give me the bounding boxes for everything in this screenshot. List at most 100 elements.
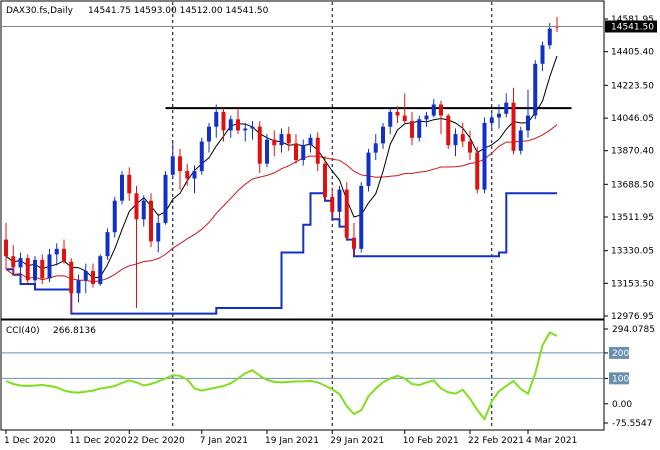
candle: [4, 222, 8, 270]
candle-body: [250, 126, 255, 129]
cci-level-tag: [609, 372, 629, 385]
candle-body: [526, 115, 530, 131]
candle-body: [489, 117, 494, 123]
candle: [228, 115, 233, 138]
candle: [91, 263, 95, 288]
candle-body: [40, 259, 45, 279]
cci-panel: [0, 319, 605, 431]
candle-body: [185, 171, 190, 179]
candle: [446, 113, 451, 149]
candle: [112, 197, 117, 238]
candle-body: [112, 200, 117, 233]
candle-body: [11, 256, 16, 268]
candle: [294, 134, 298, 164]
candle-body: [373, 143, 378, 153]
candle-body: [381, 126, 385, 144]
cci-tick-label: 200: [612, 349, 629, 359]
candle-body: [330, 197, 335, 212]
candle-body: [69, 261, 74, 294]
candle: [533, 60, 538, 120]
time-axis: 1 Dec 2020 11 Dec 2020 22 Dec 2020 7 Jan 20…: [4, 430, 577, 446]
candle: [141, 195, 146, 227]
candle-body: [468, 141, 472, 153]
candle: [156, 213, 161, 253]
candle-body: [272, 139, 277, 146]
candle-body: [257, 126, 262, 164]
candle-body: [207, 126, 211, 142]
candle-body: [352, 237, 356, 249]
price-tick-label: 13870.40: [611, 147, 654, 157]
candle: [547, 23, 552, 49]
candle-body: [149, 200, 153, 242]
candlesticks: [4, 16, 559, 314]
candle: [250, 121, 255, 140]
candle: [185, 163, 190, 186]
candle: [33, 256, 37, 290]
candle-body: [359, 185, 364, 249]
candle: [25, 254, 30, 284]
candle-body: [439, 104, 443, 116]
candle-body: [83, 271, 88, 281]
candle-body: [98, 256, 103, 284]
candle: [214, 104, 219, 138]
candle-body: [453, 134, 458, 146]
candle: [243, 122, 248, 142]
candle: [373, 134, 378, 160]
price-tick-label: 12976.95: [611, 312, 654, 322]
candle-body: [170, 156, 175, 175]
candle: [62, 239, 66, 264]
cci-value: 266.8136: [53, 326, 96, 336]
candle-body: [214, 111, 219, 127]
candle: [323, 156, 327, 201]
candle: [11, 245, 16, 275]
candle-body: [236, 119, 240, 131]
candle: [40, 254, 45, 284]
candle: [178, 148, 182, 190]
cci-tick-label: -75.5547: [612, 419, 652, 429]
candle: [359, 182, 364, 253]
candle: [286, 126, 291, 151]
candle-body: [337, 189, 342, 212]
candle-body: [294, 143, 298, 160]
price-axis: 14581.95 14405.40 14223.50 14046.05 13870.40…: [604, 15, 654, 322]
candle-body: [504, 102, 509, 114]
candle-body: [199, 141, 204, 172]
cci-axis: 294.0785 200 100 0.00 -75.5547: [604, 325, 655, 429]
candle-body: [417, 119, 422, 138]
candle-body: [402, 115, 407, 122]
candle: [431, 98, 436, 118]
candle-body: [301, 145, 306, 160]
candle: [482, 117, 487, 194]
candle: [83, 263, 88, 294]
candle: [120, 171, 124, 205]
candle: [402, 93, 407, 123]
candle: [134, 185, 139, 309]
candle: [127, 167, 132, 201]
candle-body: [76, 280, 81, 294]
candle-body: [388, 111, 393, 127]
time-tick-label: 4 Mar 2021: [526, 436, 577, 446]
candle: [518, 126, 523, 155]
candle: [352, 222, 356, 257]
candle: [149, 193, 153, 247]
candle: [395, 106, 400, 123]
candle: [388, 108, 393, 135]
candle: [192, 165, 197, 194]
price-tick-label: 14046.05: [611, 114, 654, 124]
candle-body: [286, 134, 291, 144]
candle-body: [163, 174, 168, 223]
candle-body: [18, 258, 23, 268]
price-tick-label: 13511.95: [611, 213, 654, 223]
time-tick-label: 1 Dec 2020: [4, 436, 56, 446]
time-tick-label: 11 Dec 2020: [69, 436, 127, 446]
candle: [526, 89, 530, 138]
price-tick-label: 14581.95: [611, 15, 654, 25]
candle-body: [141, 200, 146, 220]
price-tick-label: 13330.05: [611, 247, 654, 257]
candle-body: [315, 137, 320, 164]
candle-body: [105, 232, 110, 257]
candle: [344, 182, 349, 240]
current-price-label: 14541.50: [611, 22, 654, 32]
candle: [540, 41, 545, 72]
candle: [330, 187, 335, 220]
